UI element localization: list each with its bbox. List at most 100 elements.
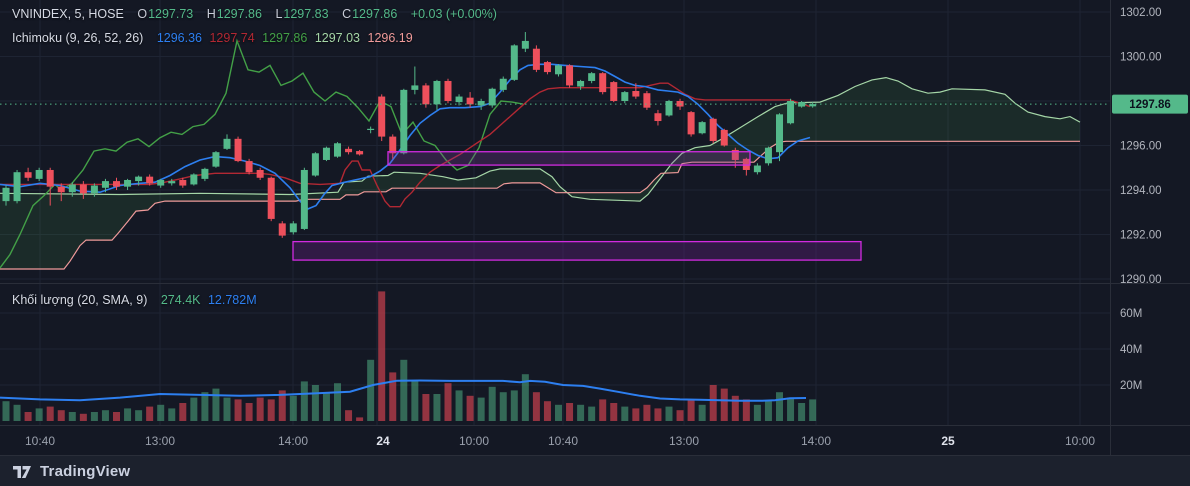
candle: [731, 149, 739, 160]
volume-bar: [610, 403, 618, 421]
volume-bar: [356, 417, 364, 421]
time-axis[interactable]: 10:40 13:00 14:00 24 10:00 10:40 13:00 14:00 25 1…: [25, 434, 1095, 448]
chart-area[interactable]: 1302.00 1300.00 1296.00 1294.00 1292.00 1290.…: [0, 0, 1190, 455]
volume-bar: [190, 397, 198, 421]
candle: [2, 187, 10, 202]
volume-bar: [764, 401, 772, 421]
volume-value: 274.4K: [160, 293, 201, 307]
candle: [809, 104, 817, 107]
volume-bar: [201, 392, 209, 421]
candle: [378, 96, 386, 137]
volume-bar: [510, 390, 518, 421]
candle: [190, 174, 198, 185]
volume-bar: [577, 404, 585, 421]
candle: [422, 85, 430, 105]
volume-bar: [245, 403, 253, 421]
main-chart-legend: VNINDEX, 5, HOSE O1297.73 H1297.86 L1297…: [12, 2, 501, 50]
volume-bar: [13, 404, 21, 421]
ichimoku-chikou-value: 1297.86: [262, 31, 308, 45]
svg-text:10:00: 10:00: [459, 434, 489, 448]
close-value: 1297.86: [352, 7, 398, 21]
candle: [311, 153, 319, 176]
candle: [621, 92, 629, 101]
candle: [168, 181, 176, 184]
candle: [521, 40, 529, 49]
candle: [499, 78, 507, 90]
volume-bar: [101, 410, 109, 421]
open-value: 1297.73: [148, 7, 194, 21]
ichimoku-label[interactable]: Ichimoku (9, 26, 52, 26): [12, 31, 144, 45]
candle: [79, 184, 87, 194]
candle: [157, 179, 165, 186]
candle: [101, 181, 109, 188]
candle: [510, 45, 518, 80]
volume-bar: [378, 291, 386, 421]
volume-bar: [124, 408, 132, 421]
volume-bar: [322, 392, 330, 421]
volume-bar: [543, 401, 551, 421]
candle: [776, 114, 783, 153]
volume-bar: [68, 412, 76, 421]
candle: [411, 85, 419, 90]
volume-bar: [698, 404, 706, 421]
volume-bar: [687, 399, 695, 421]
price-axis[interactable]: 1302.00 1300.00 1296.00 1294.00 1292.00 1290.…: [1112, 7, 1188, 392]
candle: [787, 101, 795, 124]
volume-bar: [588, 406, 596, 421]
candle: [543, 62, 551, 73]
candle: [223, 138, 231, 149]
tradingview-logo-icon[interactable]: [12, 463, 32, 481]
volume-bar: [79, 413, 87, 421]
price-range-box[interactable]: [387, 151, 751, 166]
candle: [764, 147, 772, 164]
low-value: 1297.83: [283, 7, 329, 21]
volume-bar: [731, 395, 739, 421]
candle: [135, 176, 143, 182]
volume-bar: [621, 406, 629, 421]
volume-bar: [566, 403, 574, 421]
candle: [24, 172, 32, 178]
volume-bar: [267, 399, 275, 421]
volume-bar: [289, 395, 297, 421]
candle: [256, 169, 264, 178]
volume-bar: [521, 374, 529, 421]
volume-label[interactable]: Khối lượng (20, SMA, 9): [12, 293, 148, 307]
ichimoku-tenkan-value: 1296.36: [156, 31, 202, 45]
high-value: 1297.86: [216, 7, 262, 21]
volume-bar: [433, 394, 441, 421]
svg-text:14:00: 14:00: [278, 434, 308, 448]
candle: [753, 165, 761, 173]
candle: [367, 128, 375, 131]
volume-bar: [179, 403, 187, 421]
volume-bar: [809, 399, 817, 421]
svg-text:25: 25: [941, 434, 955, 448]
symbol-title[interactable]: VNINDEX, 5, HOSE: [12, 7, 124, 21]
volume-bar: [654, 408, 662, 421]
candle: [356, 151, 364, 155]
volume-bar: [57, 410, 65, 421]
chart-canvas[interactable]: 1302.00 1300.00 1296.00 1294.00 1292.00 1290.…: [0, 0, 1190, 455]
candle: [267, 177, 275, 219]
symbol-ohlc-row: VNINDEX, 5, HOSE O1297.73 H1297.86 L1297…: [12, 2, 501, 26]
volume-bar: [776, 392, 783, 421]
footer-brand[interactable]: TradingView: [40, 463, 131, 480]
low-label: L: [275, 7, 283, 21]
volume-bar: [632, 408, 640, 421]
candle: [709, 118, 717, 142]
svg-text:13:00: 13:00: [145, 434, 175, 448]
volume-bar: [643, 404, 651, 421]
candle: [212, 152, 220, 167]
candle: [57, 186, 65, 193]
svg-text:14:00: 14:00: [801, 434, 831, 448]
ichimoku-lines: [0, 38, 811, 269]
volume-bar: [599, 399, 607, 421]
price-range-box[interactable]: [292, 240, 862, 261]
svg-text:60M: 60M: [1120, 308, 1142, 320]
candle: [566, 65, 574, 86]
candle: [720, 129, 728, 146]
candles-layer: [2, 32, 817, 238]
volume-bar: [300, 381, 308, 421]
svg-text:1297.86: 1297.86: [1129, 99, 1171, 111]
volume-bar: [157, 404, 165, 421]
